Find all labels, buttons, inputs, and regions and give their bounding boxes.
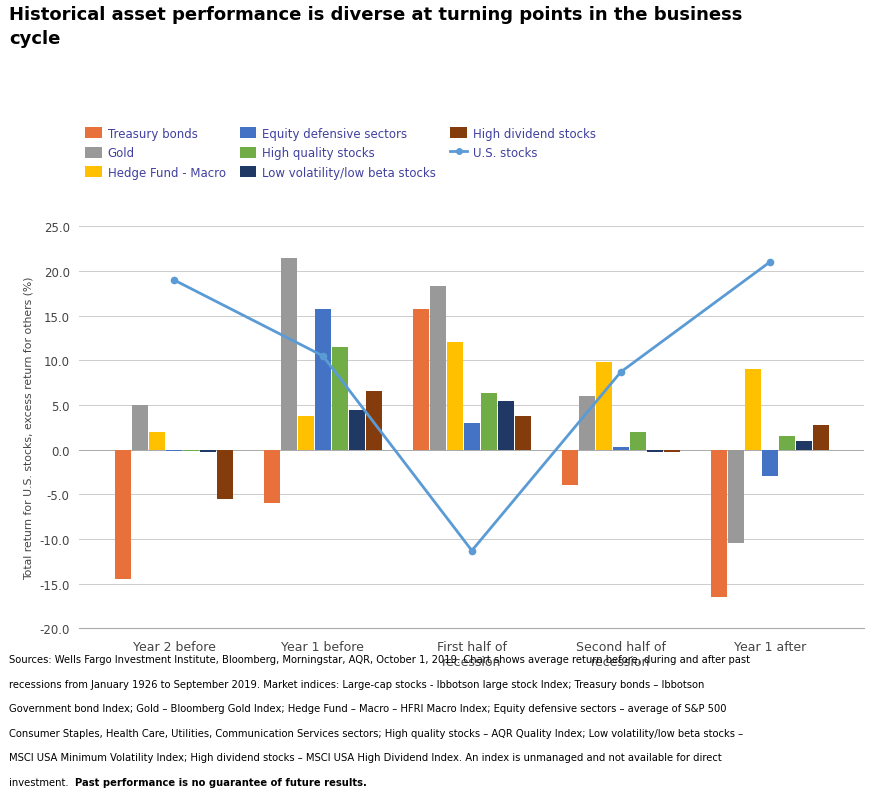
Legend: Treasury bonds, Gold, Hedge Fund - Macro, Equity defensive sectors, High quality: Treasury bonds, Gold, Hedge Fund - Macro…: [86, 127, 595, 179]
Bar: [779, 436, 795, 450]
Text: Consumer Staples, Health Care, Utilities, Communication Services sectors; High q: Consumer Staples, Health Care, Utilities…: [9, 728, 743, 738]
Text: investment.: investment.: [9, 777, 71, 787]
Bar: [515, 416, 531, 450]
Text: cycle: cycle: [9, 30, 60, 48]
Bar: [728, 450, 744, 544]
Bar: [149, 432, 165, 450]
Bar: [366, 391, 382, 450]
Bar: [315, 309, 331, 450]
Bar: [264, 450, 280, 504]
Text: Past performance is no guarantee of future results.: Past performance is no guarantee of futu…: [74, 777, 366, 787]
Bar: [481, 394, 497, 450]
Bar: [413, 309, 429, 450]
Bar: [796, 441, 811, 450]
Bar: [281, 258, 296, 450]
Bar: [183, 450, 198, 451]
Bar: [430, 287, 445, 450]
Bar: [200, 450, 216, 453]
Bar: [664, 450, 680, 453]
Bar: [464, 423, 480, 450]
Bar: [333, 347, 348, 450]
Bar: [647, 450, 662, 453]
Text: Historical asset performance is diverse at turning points in the business: Historical asset performance is diverse …: [9, 6, 742, 24]
Y-axis label: Total return for U.S. stocks, excess return for others (%): Total return for U.S. stocks, excess ret…: [24, 277, 34, 579]
Bar: [217, 450, 233, 499]
Text: Government bond Index; Gold – Bloomberg Gold Index; Hedge Fund – Macro – HFRI Ma: Government bond Index; Gold – Bloomberg …: [9, 703, 726, 714]
Bar: [132, 406, 148, 450]
Bar: [596, 363, 611, 450]
Bar: [711, 450, 727, 597]
Bar: [298, 416, 314, 450]
Bar: [498, 402, 513, 450]
Bar: [115, 450, 131, 579]
Bar: [562, 450, 578, 486]
Bar: [630, 432, 646, 450]
Bar: [349, 411, 365, 450]
Bar: [813, 425, 829, 450]
Bar: [579, 397, 594, 450]
Bar: [166, 450, 182, 452]
Text: recessions from January 1926 to September 2019. Market indices: Large-cap stocks: recessions from January 1926 to Septembe…: [9, 679, 704, 689]
Text: MSCI USA Minimum Volatility Index; High dividend stocks – MSCI USA High Dividend: MSCI USA Minimum Volatility Index; High …: [9, 753, 721, 762]
Bar: [762, 450, 778, 477]
Bar: [745, 370, 760, 450]
Bar: [447, 343, 463, 450]
Bar: [613, 448, 629, 450]
Text: Sources: Wells Fargo Investment Institute, Bloomberg, Morningstar, AQR, October : Sources: Wells Fargo Investment Institut…: [9, 654, 750, 664]
